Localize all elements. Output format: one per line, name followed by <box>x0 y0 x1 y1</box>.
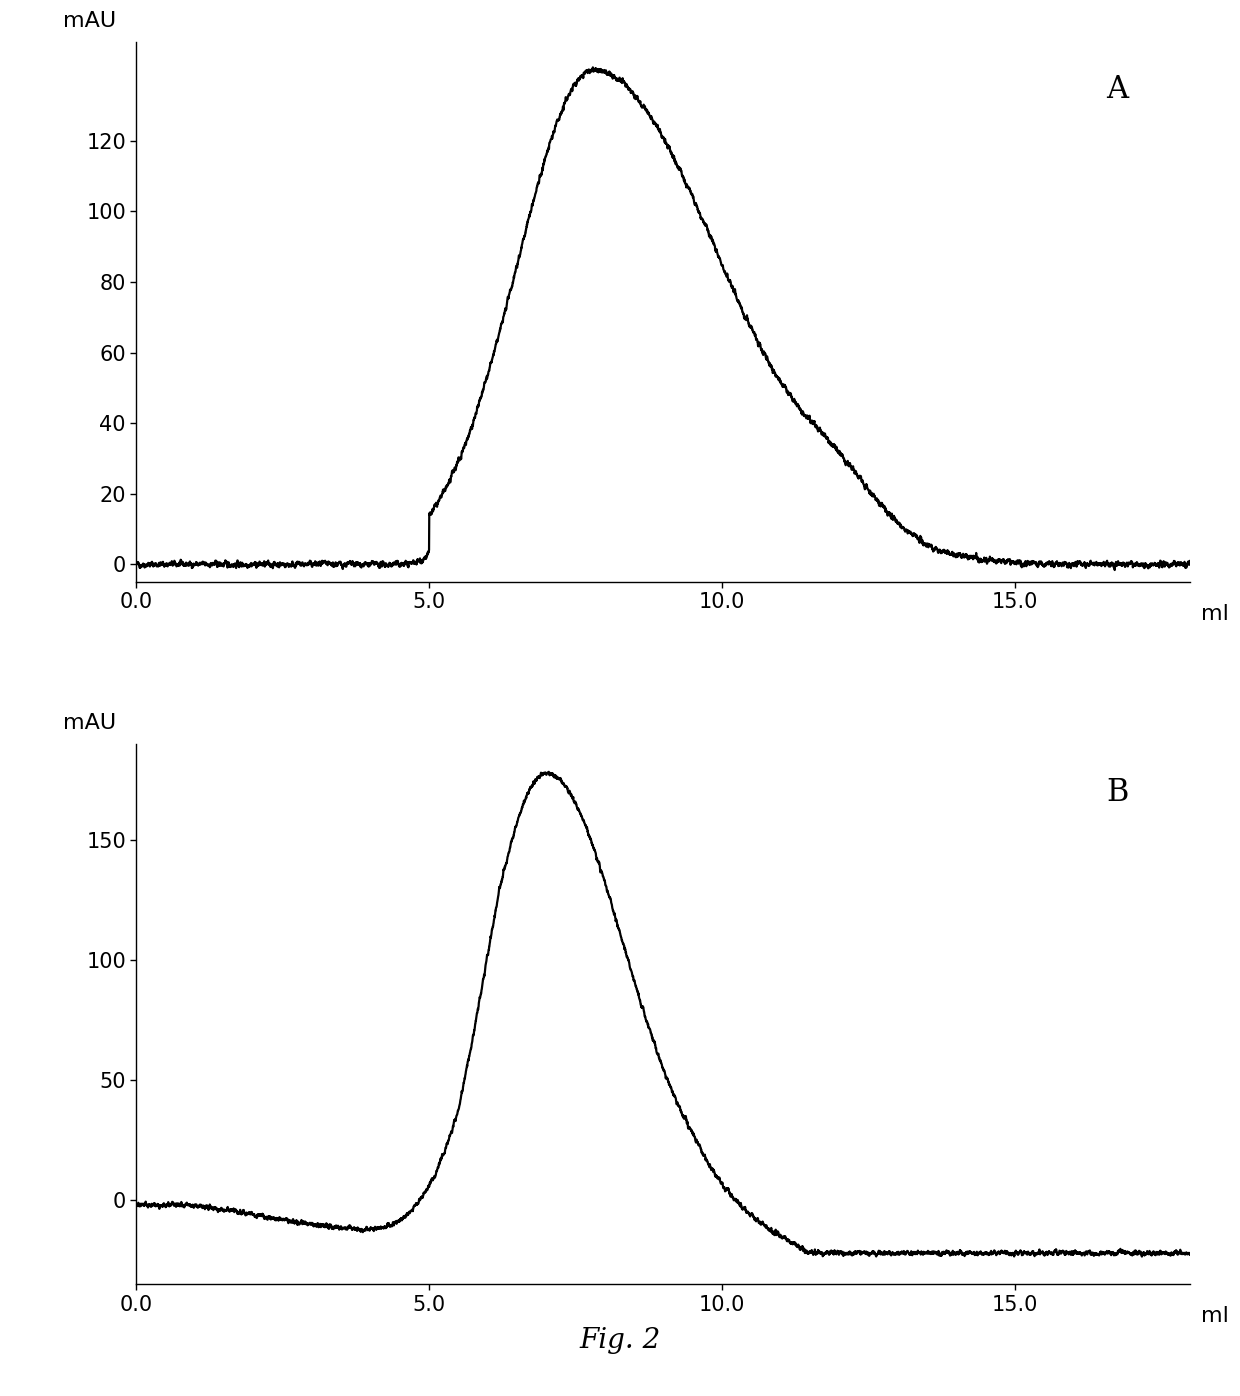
Text: mAU: mAU <box>63 713 115 733</box>
Text: mAU: mAU <box>63 11 115 31</box>
Text: A: A <box>1106 74 1128 105</box>
Text: ml: ml <box>1200 603 1229 624</box>
Text: ml: ml <box>1200 1305 1229 1326</box>
Text: B: B <box>1106 776 1128 807</box>
Text: Fig. 2: Fig. 2 <box>579 1328 661 1354</box>
